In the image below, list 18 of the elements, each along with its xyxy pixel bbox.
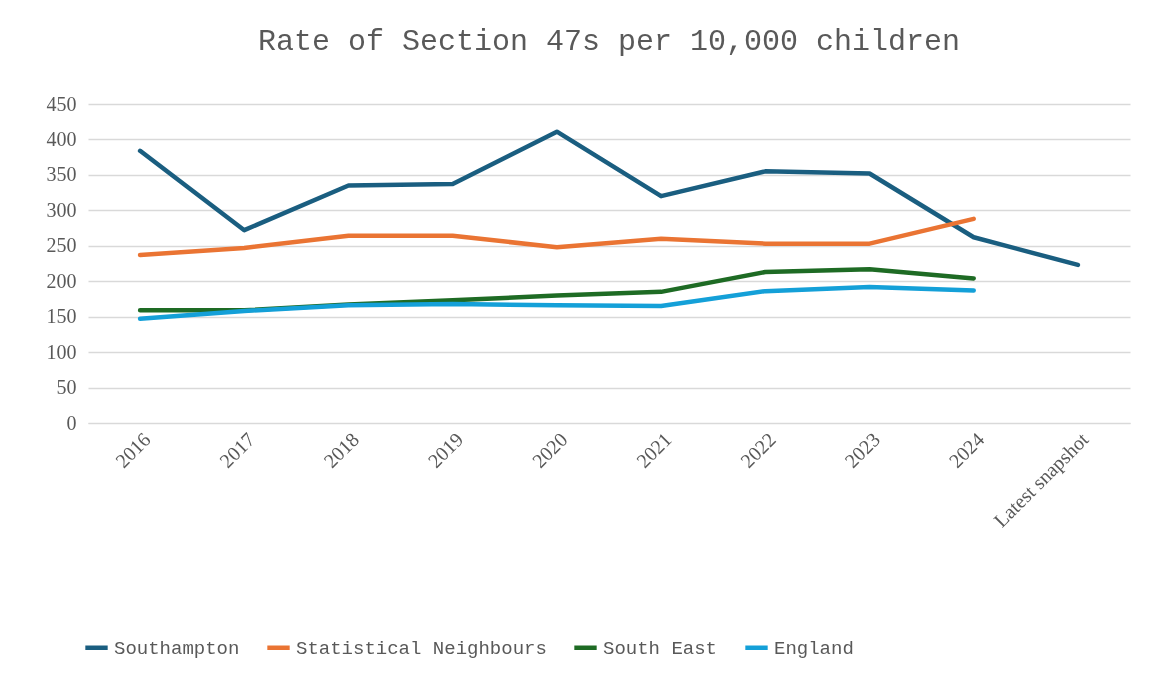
line-series	[137, 216, 976, 258]
y-tick-label: 300	[46, 198, 77, 221]
legend-label: Southampton	[114, 637, 240, 660]
y-tick-label: 400	[46, 127, 77, 150]
legend-label: England	[774, 637, 854, 660]
y-tick-label: 250	[46, 234, 77, 257]
legend-label: Statistical Neighbours	[296, 637, 547, 660]
y-tick-label: 200	[46, 269, 77, 292]
y-tick-label: 450	[46, 92, 77, 115]
y-tick-label: 50	[56, 376, 77, 399]
y-tick-label: 150	[46, 305, 77, 328]
line-series	[137, 129, 1081, 268]
legend-label: South East	[603, 637, 718, 660]
y-tick-label: 100	[46, 340, 77, 363]
line-series	[137, 284, 976, 322]
chart-title: Rate of Section 47s per 10,000 children	[257, 25, 961, 59]
y-tick-label: 0	[66, 411, 77, 434]
y-tick-label: 350	[46, 163, 77, 186]
